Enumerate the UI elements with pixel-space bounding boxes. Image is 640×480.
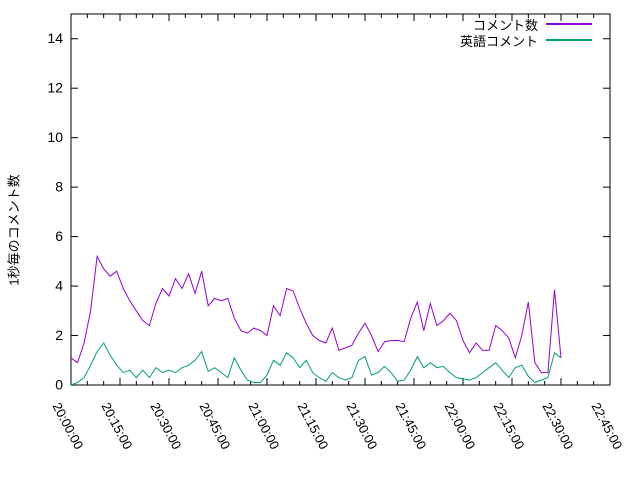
y-tick-label: 12: [47, 80, 63, 96]
x-tick-label: 22:15:00: [490, 400, 527, 452]
legend-line-sample-english-comments: [546, 39, 592, 41]
x-tick-label: 21:30:00: [343, 400, 380, 452]
x-tick-label: 20:15:00: [98, 400, 135, 452]
x-tick-label: 20:30:00: [147, 400, 184, 452]
x-tick-label: 22:45:00: [588, 400, 625, 452]
x-tick-label: 21:45:00: [392, 400, 429, 452]
y-tick-label: 2: [55, 327, 63, 343]
legend-label-english-comments: 英語コメント: [459, 33, 538, 49]
legend-label-comment-count: コメント数: [472, 17, 538, 33]
y-tick-label: 14: [47, 30, 63, 46]
series-line-0: [70, 254, 562, 374]
x-tick-label: 21:15:00: [294, 400, 331, 452]
legend-line-sample-comment-count: [546, 23, 592, 25]
series-line-1: [70, 342, 562, 386]
y-tick-label: 6: [55, 228, 63, 244]
plot-border: [70, 13, 611, 386]
legend: コメント数 英語コメント: [459, 16, 592, 49]
x-tick-label: 20:00:00: [49, 400, 86, 452]
y-tick-label: 8: [55, 179, 63, 195]
legend-item-english-comments: 英語コメント: [459, 32, 592, 49]
y-tick-label: 0: [55, 377, 63, 393]
x-tick-label: 20:45:00: [196, 400, 233, 452]
x-tick-label: 22:30:00: [539, 400, 576, 452]
x-tick-label: 21:00:00: [245, 400, 282, 452]
x-tick-label: 22:00:00: [441, 400, 478, 452]
y-axis-title: 1秒毎のコメント数: [6, 174, 22, 286]
y-tick-label: 4: [55, 278, 63, 294]
y-tick-label: 10: [47, 129, 63, 145]
legend-item-comment-count: コメント数: [472, 16, 592, 33]
